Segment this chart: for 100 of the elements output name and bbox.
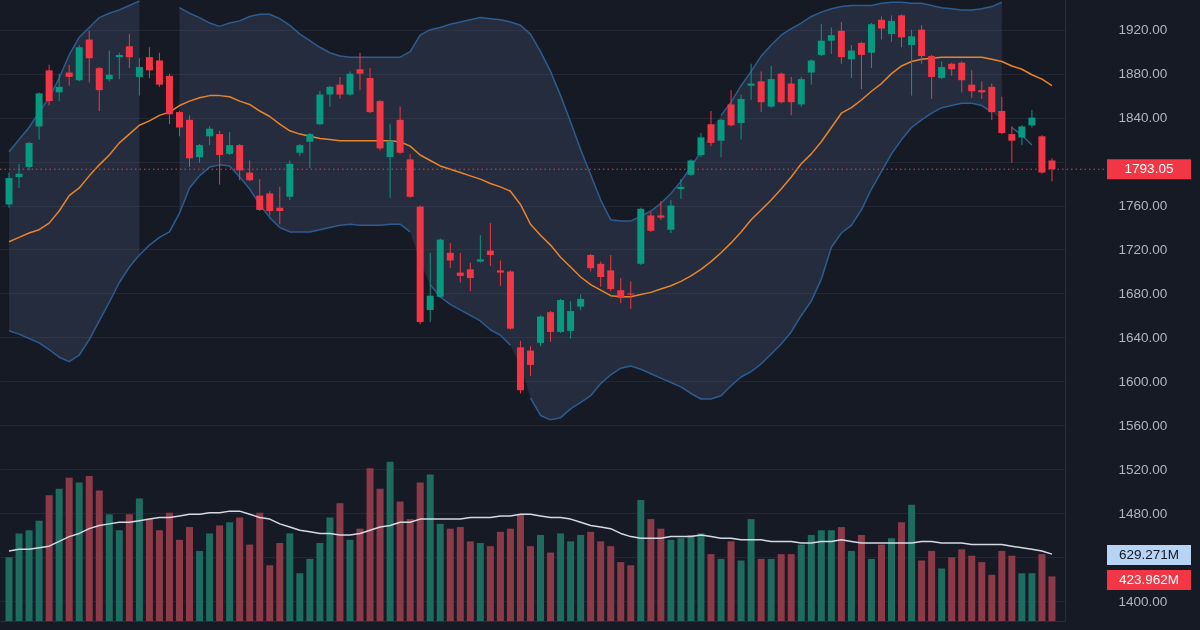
bar	[807, 535, 815, 621]
candlestick	[757, 70, 765, 113]
y-tick-label: 1720.00	[1118, 242, 1168, 257]
bar	[717, 558, 725, 621]
candlestick	[176, 110, 183, 137]
candlestick	[928, 54, 936, 100]
candlestick	[607, 254, 615, 292]
y-tick-label: 1920.00	[1118, 22, 1168, 38]
bar	[567, 541, 575, 621]
bar	[667, 539, 675, 621]
bar	[898, 522, 906, 621]
candlestick	[486, 222, 494, 267]
y-tick-label: 1880.00	[1118, 66, 1168, 82]
candlestick	[135, 57, 143, 97]
candlestick	[65, 64, 73, 87]
line-series	[8, 56, 1053, 298]
candlestick	[386, 123, 394, 199]
bar	[787, 554, 795, 621]
candlestick	[857, 41, 865, 90]
candlestick	[306, 132, 314, 169]
candlestick	[877, 15, 885, 41]
candlestick	[105, 50, 113, 82]
candlestick	[727, 89, 735, 127]
bar	[95, 490, 103, 621]
bar	[677, 538, 685, 621]
candlestick	[707, 110, 715, 147]
bar	[436, 523, 444, 621]
candlestick	[326, 85, 334, 108]
bar	[85, 476, 93, 621]
bar	[687, 535, 695, 621]
candlestick	[888, 14, 896, 43]
bar	[75, 482, 83, 621]
bar	[25, 530, 33, 621]
candlestick	[196, 143, 204, 164]
bar	[657, 528, 665, 621]
bar	[286, 533, 294, 621]
bar	[547, 552, 555, 621]
bar	[5, 557, 13, 621]
candlestick	[1028, 109, 1036, 128]
bar	[246, 544, 254, 621]
bar	[577, 535, 585, 621]
bar	[707, 554, 715, 621]
bar	[226, 522, 234, 621]
bar	[948, 557, 956, 621]
bar	[115, 530, 123, 621]
bar	[888, 538, 896, 621]
candlestick	[817, 23, 825, 57]
bar	[256, 512, 264, 621]
candlestick	[998, 96, 1006, 135]
candlestick	[145, 46, 153, 79]
bar	[516, 514, 524, 621]
ref-line-label: 1793.05	[1124, 161, 1174, 177]
bar	[196, 550, 204, 621]
bar	[1008, 555, 1016, 621]
candlestick	[95, 66, 103, 112]
candlestick	[346, 70, 354, 97]
bar	[877, 544, 885, 621]
candlestick	[55, 73, 63, 102]
bar	[647, 519, 655, 621]
bar	[446, 528, 454, 621]
candlestick	[597, 261, 605, 288]
candlestick	[85, 30, 93, 83]
y-tick-label: 1560.00	[1118, 417, 1168, 433]
bar	[506, 528, 514, 621]
candlestick	[125, 33, 133, 69]
bar	[938, 568, 946, 621]
bar	[125, 514, 133, 621]
bar	[857, 535, 865, 621]
bar	[406, 519, 414, 621]
bar	[627, 565, 635, 621]
bar	[867, 558, 875, 621]
bar	[1018, 573, 1026, 621]
bar	[1028, 573, 1036, 621]
bar	[55, 488, 63, 621]
bar	[206, 533, 214, 621]
bar	[998, 550, 1006, 621]
bar	[296, 573, 304, 621]
candlestick	[256, 178, 264, 212]
bar	[767, 558, 775, 621]
y-tick-label: 1640.00	[1118, 329, 1168, 345]
candlestick	[526, 345, 534, 377]
bar	[105, 514, 113, 621]
candlestick	[908, 29, 916, 97]
candlestick	[617, 277, 625, 304]
bar	[757, 558, 765, 621]
bar	[557, 533, 565, 621]
candlestick	[1018, 124, 1026, 146]
bar	[988, 574, 996, 621]
bar	[968, 555, 976, 621]
bar	[376, 488, 384, 621]
bar	[145, 519, 153, 621]
y-tick-label: 1600.00	[1118, 373, 1168, 389]
bar	[426, 474, 434, 621]
bar	[817, 530, 825, 621]
candlestick	[266, 190, 274, 216]
y-tick-label: 1760.00	[1118, 198, 1168, 214]
bar	[276, 542, 284, 621]
candlestick	[717, 118, 725, 158]
candlestick	[958, 61, 966, 93]
candlestick	[747, 63, 755, 101]
